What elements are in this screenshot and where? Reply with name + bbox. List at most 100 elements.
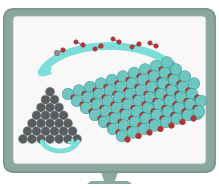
- Circle shape: [109, 113, 121, 124]
- Circle shape: [111, 37, 115, 41]
- Circle shape: [181, 89, 192, 100]
- Circle shape: [153, 99, 165, 110]
- Circle shape: [148, 41, 152, 45]
- Circle shape: [32, 127, 41, 136]
- Circle shape: [186, 88, 198, 100]
- Circle shape: [113, 91, 118, 97]
- Circle shape: [170, 64, 182, 75]
- Circle shape: [154, 80, 164, 91]
- Circle shape: [159, 108, 170, 119]
- Circle shape: [41, 95, 50, 104]
- Circle shape: [186, 88, 191, 93]
- Circle shape: [91, 99, 103, 110]
- Circle shape: [182, 109, 187, 114]
- Circle shape: [136, 133, 141, 139]
- Circle shape: [144, 92, 156, 103]
- Circle shape: [74, 40, 78, 44]
- Circle shape: [142, 102, 147, 107]
- Circle shape: [98, 116, 110, 128]
- Circle shape: [118, 119, 123, 125]
- Circle shape: [149, 120, 161, 131]
- Circle shape: [95, 78, 107, 89]
- Circle shape: [153, 98, 158, 104]
- Circle shape: [50, 111, 59, 120]
- Circle shape: [137, 74, 142, 79]
- Circle shape: [73, 85, 85, 96]
- Circle shape: [195, 95, 200, 100]
- Circle shape: [93, 88, 98, 93]
- Circle shape: [68, 127, 77, 136]
- Circle shape: [126, 77, 131, 83]
- Circle shape: [23, 127, 32, 136]
- Circle shape: [89, 109, 101, 121]
- Circle shape: [127, 126, 132, 132]
- Circle shape: [129, 116, 134, 121]
- Circle shape: [120, 109, 125, 114]
- Circle shape: [46, 87, 55, 96]
- Circle shape: [41, 127, 50, 136]
- Circle shape: [193, 106, 205, 117]
- Circle shape: [157, 77, 162, 83]
- Circle shape: [180, 119, 185, 125]
- Circle shape: [62, 88, 74, 100]
- Circle shape: [170, 89, 181, 100]
- Circle shape: [148, 108, 159, 119]
- Circle shape: [169, 123, 174, 128]
- Circle shape: [117, 71, 129, 82]
- Circle shape: [192, 108, 203, 119]
- Circle shape: [155, 88, 167, 100]
- Circle shape: [170, 108, 181, 119]
- Circle shape: [164, 99, 175, 110]
- Circle shape: [166, 84, 171, 90]
- Circle shape: [46, 119, 55, 128]
- Circle shape: [64, 135, 72, 143]
- Circle shape: [115, 81, 120, 86]
- Circle shape: [111, 102, 116, 107]
- Circle shape: [126, 78, 138, 89]
- Circle shape: [171, 113, 183, 124]
- Circle shape: [177, 81, 189, 93]
- Circle shape: [89, 109, 94, 114]
- Circle shape: [100, 106, 112, 117]
- Circle shape: [162, 106, 174, 117]
- Circle shape: [113, 92, 125, 103]
- Circle shape: [80, 102, 92, 114]
- Circle shape: [188, 78, 200, 89]
- Circle shape: [104, 84, 109, 90]
- Circle shape: [59, 127, 68, 136]
- Circle shape: [107, 123, 119, 135]
- Circle shape: [138, 123, 143, 128]
- Circle shape: [191, 116, 196, 121]
- Circle shape: [146, 81, 158, 93]
- Circle shape: [28, 119, 37, 128]
- Circle shape: [130, 45, 134, 49]
- Circle shape: [93, 47, 97, 51]
- Circle shape: [161, 57, 173, 68]
- Circle shape: [137, 108, 148, 119]
- Circle shape: [160, 116, 172, 128]
- Circle shape: [151, 109, 163, 121]
- Circle shape: [46, 103, 55, 112]
- Circle shape: [82, 91, 87, 97]
- Circle shape: [137, 74, 149, 86]
- Circle shape: [148, 71, 160, 82]
- Circle shape: [28, 135, 37, 143]
- Circle shape: [91, 98, 96, 104]
- Circle shape: [184, 98, 189, 104]
- Circle shape: [37, 135, 46, 143]
- Circle shape: [122, 98, 127, 104]
- Circle shape: [182, 109, 194, 121]
- Circle shape: [175, 99, 187, 110]
- FancyBboxPatch shape: [13, 16, 206, 164]
- Circle shape: [50, 127, 59, 136]
- Circle shape: [175, 80, 187, 91]
- Circle shape: [168, 74, 180, 86]
- Circle shape: [120, 109, 132, 121]
- Circle shape: [18, 135, 28, 143]
- Circle shape: [41, 111, 50, 120]
- Circle shape: [72, 135, 81, 143]
- FancyBboxPatch shape: [4, 9, 215, 172]
- Circle shape: [93, 88, 105, 100]
- Circle shape: [159, 67, 171, 79]
- Circle shape: [54, 50, 60, 56]
